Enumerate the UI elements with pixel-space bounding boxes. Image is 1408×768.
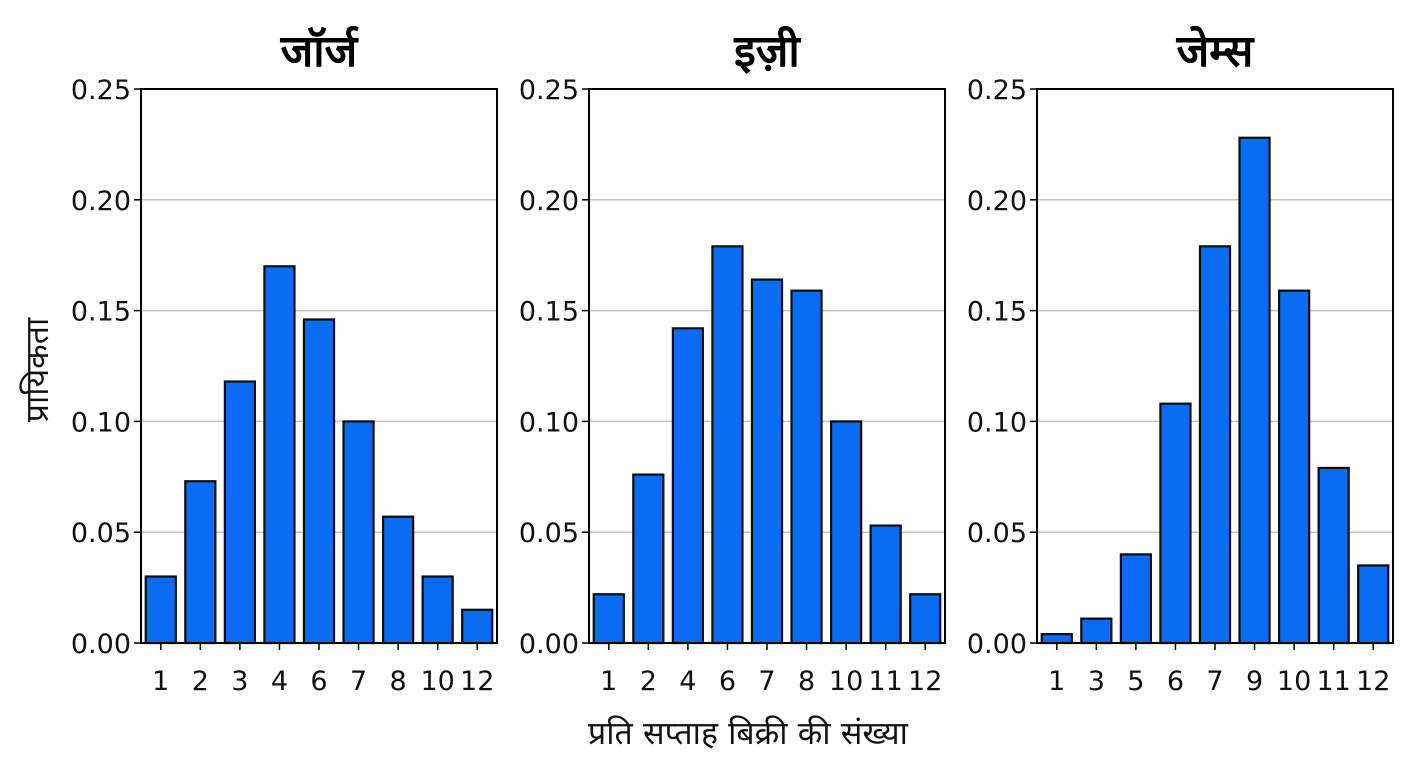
bar: [342, 420, 375, 645]
y-tick-label: 0.10: [967, 407, 1027, 438]
x-tick-label: 7: [350, 666, 367, 697]
y-tick-label: 0.15: [71, 297, 131, 328]
x-tick-label: 3: [231, 666, 248, 697]
panel-3: 0.00 0.05 0.10 0.15 0.20 0.25 1 3 5 6 7 9 10 11 12 जेम्…: [967, 25, 1394, 697]
panel-title: इज़ी: [733, 25, 801, 77]
x-tick-label: 12: [1356, 666, 1390, 697]
x-tick-label: 1: [1048, 666, 1065, 697]
y-tick-label: 0.20: [71, 186, 131, 217]
y-tick-label: 0.05: [519, 518, 579, 549]
x-tick-label: 7: [1206, 666, 1223, 697]
bar: [869, 524, 902, 645]
bar: [909, 593, 942, 645]
bar: [421, 575, 454, 645]
bar: [1080, 617, 1113, 645]
bar: [381, 515, 415, 645]
x-tick-label: 5: [1127, 666, 1144, 697]
y-tick-label: 0.20: [967, 186, 1027, 217]
bar: [1238, 136, 1271, 645]
y-tick-label: 0.10: [71, 407, 131, 438]
x-tick-label: 10: [420, 666, 454, 697]
y-tick-label: 0.00: [71, 629, 131, 660]
bar: [1040, 633, 1073, 645]
y-tick-label: 0.10: [519, 407, 579, 438]
x-axis-label: प्रति सप्ताह बिक्री की संख्या: [588, 714, 909, 752]
y-tick-label: 0.00: [967, 629, 1027, 660]
y-tick-label: 0.25: [519, 75, 579, 106]
x-tick-label: 12: [460, 666, 494, 697]
x-tick-label: 1: [152, 666, 169, 697]
bar: [829, 420, 863, 645]
bar: [592, 593, 625, 645]
bar: [1357, 564, 1390, 645]
y-tick-label: 0.00: [519, 629, 579, 660]
bar: [263, 265, 296, 645]
x-tick-label: 12: [908, 666, 942, 697]
x-tick-label: 1: [600, 666, 617, 697]
bar: [711, 245, 744, 645]
bar: [1119, 553, 1153, 645]
x-tick-label: 10: [829, 666, 863, 697]
y-tick-label: 0.25: [967, 75, 1027, 106]
x-tick-label: 3: [1088, 666, 1105, 697]
x-tick-label: 9: [1246, 666, 1263, 697]
x-tick-label: 11: [868, 666, 902, 697]
bar: [144, 575, 177, 645]
bar: [461, 608, 494, 645]
x-tick-label: 6: [1167, 666, 1184, 697]
x-tick-label: 6: [310, 666, 327, 697]
panel-title: जॉर्ज: [280, 25, 360, 77]
x-tick-label: 4: [271, 666, 288, 697]
x-tick-label: 8: [390, 666, 407, 697]
bar: [223, 380, 257, 645]
bar: [1159, 402, 1192, 645]
chart-panels: 0.000.050.100.150.200.251 2 3 4 6 7 8 10 12जॉर्ज…: [71, 25, 1394, 697]
x-tick-label: 11: [1316, 666, 1350, 697]
x-tick-label: 2: [640, 666, 657, 697]
y-axis-label: प्रायिकता: [18, 317, 56, 422]
bar: [1317, 466, 1350, 645]
y-tick-label: 0.15: [519, 297, 579, 328]
bar: [302, 318, 336, 645]
y-tick-label: 0.05: [967, 518, 1027, 549]
y-tick-label: 0.20: [519, 186, 579, 217]
y-tick-label: 0.05: [71, 518, 131, 549]
bar: [1198, 245, 1232, 645]
bar: [750, 278, 784, 645]
bar: [671, 327, 705, 645]
bar: [790, 289, 823, 645]
panel-1: 0.000.050.100.150.200.251 2 3 4 6 7 8 10 12जॉर्ज: [71, 25, 498, 697]
y-tick-label: 0.25: [71, 75, 131, 106]
x-tick-label: 2: [192, 666, 209, 697]
x-tick-label: 8: [798, 666, 815, 697]
y-tick-label: 0.15: [967, 297, 1027, 328]
x-tick-label: 6: [719, 666, 736, 697]
bar: [632, 473, 665, 645]
x-tick-label: 4: [679, 666, 696, 697]
x-tick-label: 10: [1277, 666, 1311, 697]
x-tick-label: 7: [758, 666, 775, 697]
bar: [1277, 289, 1311, 645]
panel-title: जेम्स: [1176, 25, 1256, 77]
bar: [184, 480, 217, 645]
